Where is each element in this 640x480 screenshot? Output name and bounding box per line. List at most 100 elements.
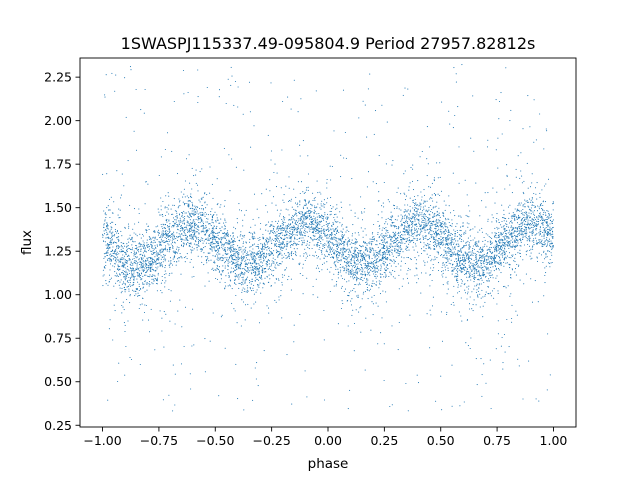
data-point [188,231,190,233]
data-point [350,273,352,276]
data-point [290,198,292,200]
data-point [257,250,259,252]
data-point [426,200,428,202]
data-point [126,245,128,247]
data-point [363,258,366,260]
data-point [524,206,526,208]
data-point [169,320,171,322]
data-point [240,231,242,233]
data-point [293,226,295,228]
data-point [312,192,314,194]
data-point [473,252,475,254]
data-point [142,252,144,254]
data-point [155,246,157,248]
data-point [345,267,347,269]
data-point [470,228,472,230]
data-point [398,208,400,210]
data-point [344,258,346,260]
data-point [273,239,275,242]
data-point [416,211,418,213]
data-point [457,254,459,256]
data-point [144,249,146,251]
data-point [431,194,433,196]
data-point [448,252,450,255]
data-point [177,310,179,312]
data-point [268,249,271,251]
data-point [196,212,198,214]
data-point [212,246,214,248]
data-point [547,178,550,180]
data-point [500,246,502,248]
data-point [288,241,290,243]
data-point [243,290,245,293]
data-point [160,262,162,264]
data-point [331,208,333,210]
data-point [281,149,283,151]
data-point [364,267,366,269]
data-point [416,239,419,241]
data-point [156,277,158,279]
data-point [270,265,272,267]
data-point [501,336,503,339]
data-point [123,257,125,259]
data-point [105,280,107,282]
data-point [454,235,456,237]
data-point [149,269,151,271]
data-point [407,226,410,228]
data-point [142,275,144,277]
data-point [380,268,382,270]
data-point [502,217,504,219]
data-point [163,258,165,261]
data-point [354,257,356,259]
data-point [505,262,507,264]
data-point [468,216,470,218]
data-point [115,259,117,261]
data-point [282,224,284,226]
data-point [260,292,262,294]
data-point [433,267,435,269]
data-point [541,243,543,245]
data-point [520,170,522,172]
data-point [508,252,511,254]
data-point [246,278,248,280]
data-point [254,252,256,254]
data-point [128,276,130,279]
data-point [313,238,315,240]
data-point [285,235,287,237]
data-point [409,241,411,244]
data-point [273,269,275,271]
data-point [321,226,323,228]
data-point [463,231,465,233]
data-point [225,235,227,237]
data-point [154,245,156,247]
data-point [314,220,316,222]
data-point [288,219,290,221]
data-point [295,255,297,257]
data-point [277,238,280,240]
data-point [317,241,319,244]
data-point [461,247,463,249]
data-point [445,243,448,245]
data-point [212,226,214,228]
data-point [511,317,513,320]
data-point [291,251,293,253]
data-point [184,306,187,308]
data-point [495,232,497,234]
data-point [501,256,504,258]
data-point [511,255,514,258]
data-point [224,219,226,221]
data-point [177,220,179,222]
data-point [381,217,383,219]
data-point [459,257,461,259]
data-point [325,221,327,223]
data-point [172,225,174,227]
data-point [537,223,540,225]
data-point [314,210,316,213]
data-point [202,237,204,239]
data-point [334,229,336,231]
data-point [370,241,372,243]
data-point [354,253,356,255]
data-point [445,276,447,278]
data-point [538,239,540,241]
data-point [350,258,353,261]
